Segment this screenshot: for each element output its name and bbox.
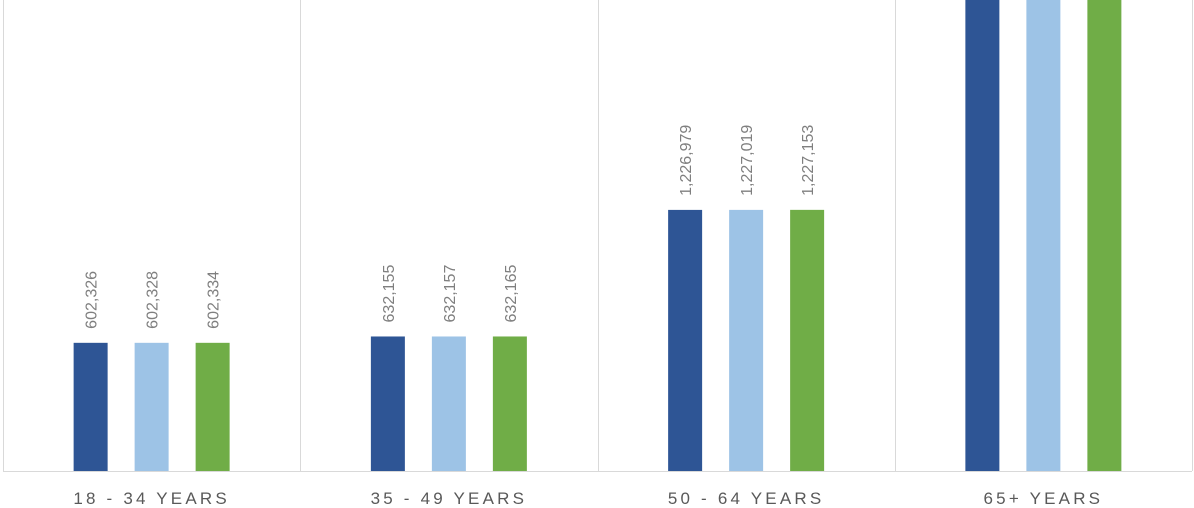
bar (790, 209, 825, 471)
bar (73, 342, 108, 471)
data-label: 632,165 (503, 265, 520, 323)
data-labels: 602,326 602,328 602,334 632,155 632,157 632,1… (84, 125, 818, 329)
bar (370, 336, 405, 471)
x-tick-label: 65+ YEARS (984, 489, 1104, 508)
data-label: 632,155 (381, 265, 398, 323)
bar (729, 209, 764, 471)
data-label: 1,226,979 (678, 125, 695, 196)
bar (668, 209, 703, 471)
data-label: 602,326 (84, 271, 101, 329)
bar (195, 342, 230, 471)
bar (134, 342, 169, 471)
x-tick-label: 50 - 64 YEARS (668, 489, 825, 508)
bar (492, 336, 527, 471)
category-separators (3, 0, 1193, 471)
bar (1087, 0, 1122, 471)
x-tick-label: 18 - 34 YEARS (73, 489, 230, 508)
bar (965, 0, 1000, 471)
data-label: 602,328 (145, 271, 162, 329)
x-tick-label: 35 - 49 YEARS (371, 489, 528, 508)
data-label: 632,157 (442, 265, 459, 323)
data-label: 1,227,019 (739, 125, 756, 196)
data-label: 602,334 (206, 271, 223, 329)
data-label: 1,227,153 (800, 125, 817, 196)
x-tick-labels: 18 - 34 YEARS 35 - 49 YEARS 50 - 64 YEARS 6… (73, 489, 1104, 508)
bar (1026, 0, 1061, 471)
bar (431, 336, 466, 471)
bars (73, 0, 1122, 471)
